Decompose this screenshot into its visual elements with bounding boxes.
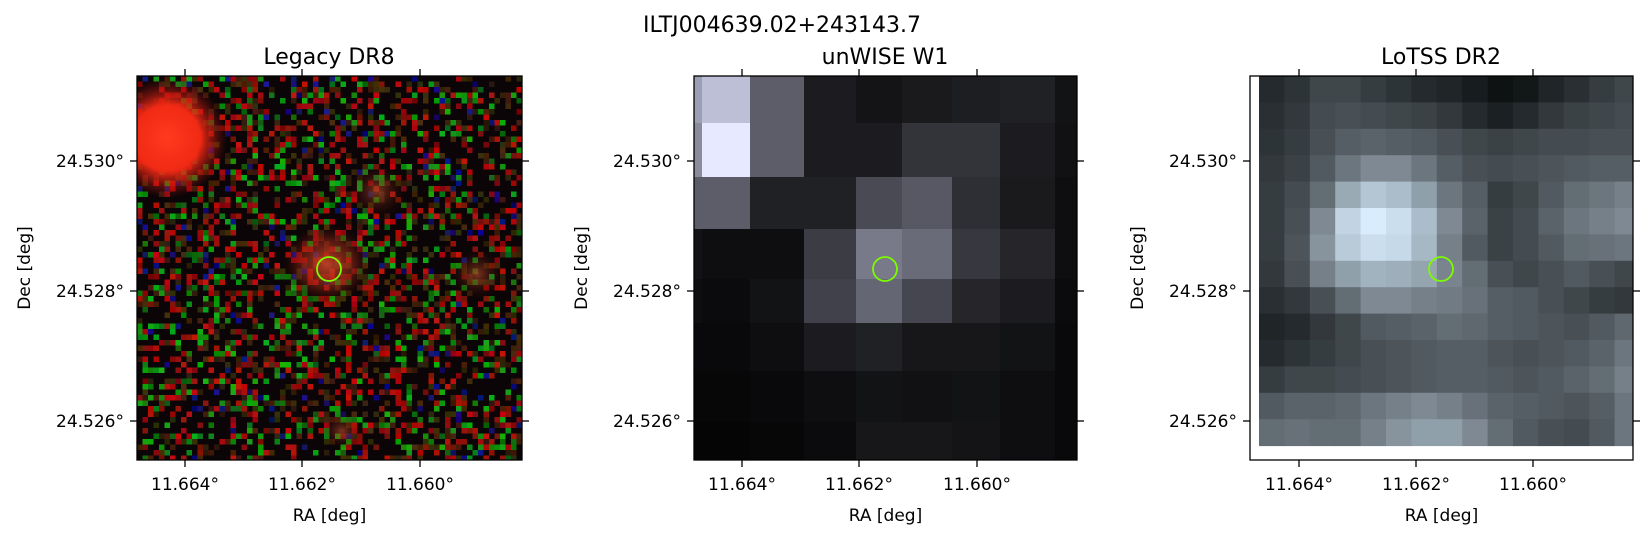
faint-source (347, 163, 407, 219)
axes-frame (136, 75, 523, 461)
x-axis-label: RA [deg] (293, 506, 366, 526)
x-tick-label: 11.662° (1382, 475, 1450, 495)
faint-source (449, 248, 505, 300)
axes-frame (693, 75, 1078, 461)
panel-title: unWISE W1 (822, 45, 949, 70)
y-tick-label: 24.528° (56, 282, 124, 302)
unwise-w1-image (694, 76, 1078, 461)
x-tick-label: 11.660° (1499, 475, 1567, 495)
x-tick-label: 11.664° (708, 475, 776, 495)
y-tick-label: 24.526° (56, 412, 124, 432)
y-axis-label: Dec [deg] (572, 226, 592, 310)
panel-title: LoTSS DR2 (1381, 45, 1501, 70)
y-tick-label: 24.528° (1169, 282, 1237, 302)
x-axis-label: RA [deg] (1405, 506, 1478, 526)
lotss-dr2-image (1259, 76, 1633, 447)
faint-source (320, 413, 364, 449)
panel-unwise-w1: unWISE W1 (693, 45, 1078, 461)
target-marker (872, 256, 898, 282)
y-axis-label: Dec [deg] (15, 226, 35, 310)
x-tick-label: 11.660° (943, 475, 1011, 495)
x-tick-label: 11.662° (268, 475, 336, 495)
target-source (282, 224, 372, 304)
y-tick-label: 24.526° (1169, 412, 1237, 432)
panel-title: Legacy DR8 (263, 45, 394, 70)
x-tick-label: 11.662° (825, 475, 893, 495)
legacy-dr8-image (137, 76, 522, 460)
x-tick-label: 11.664° (151, 475, 219, 495)
x-axis-label: RA [deg] (849, 506, 922, 526)
axes-frame (1249, 75, 1634, 461)
x-tick-label: 11.664° (1265, 475, 1333, 495)
y-tick-label: 24.530° (613, 152, 681, 172)
y-tick-label: 24.530° (56, 152, 124, 172)
y-tick-label: 24.528° (613, 282, 681, 302)
y-axis-label: Dec [deg] (1128, 226, 1148, 310)
panel-legacy-dr8: Legacy DR8 (136, 45, 523, 461)
y-tick-label: 24.526° (613, 412, 681, 432)
x-tick-label: 11.660° (386, 475, 454, 495)
target-marker (316, 256, 342, 282)
bright-source (137, 78, 227, 198)
panel-lotss-dr2: LoTSS DR2 (1249, 45, 1634, 461)
figure-title: ILTJ004639.02+243143.7 (643, 13, 921, 38)
y-tick-label: 24.530° (1169, 152, 1237, 172)
target-marker (1428, 256, 1454, 282)
